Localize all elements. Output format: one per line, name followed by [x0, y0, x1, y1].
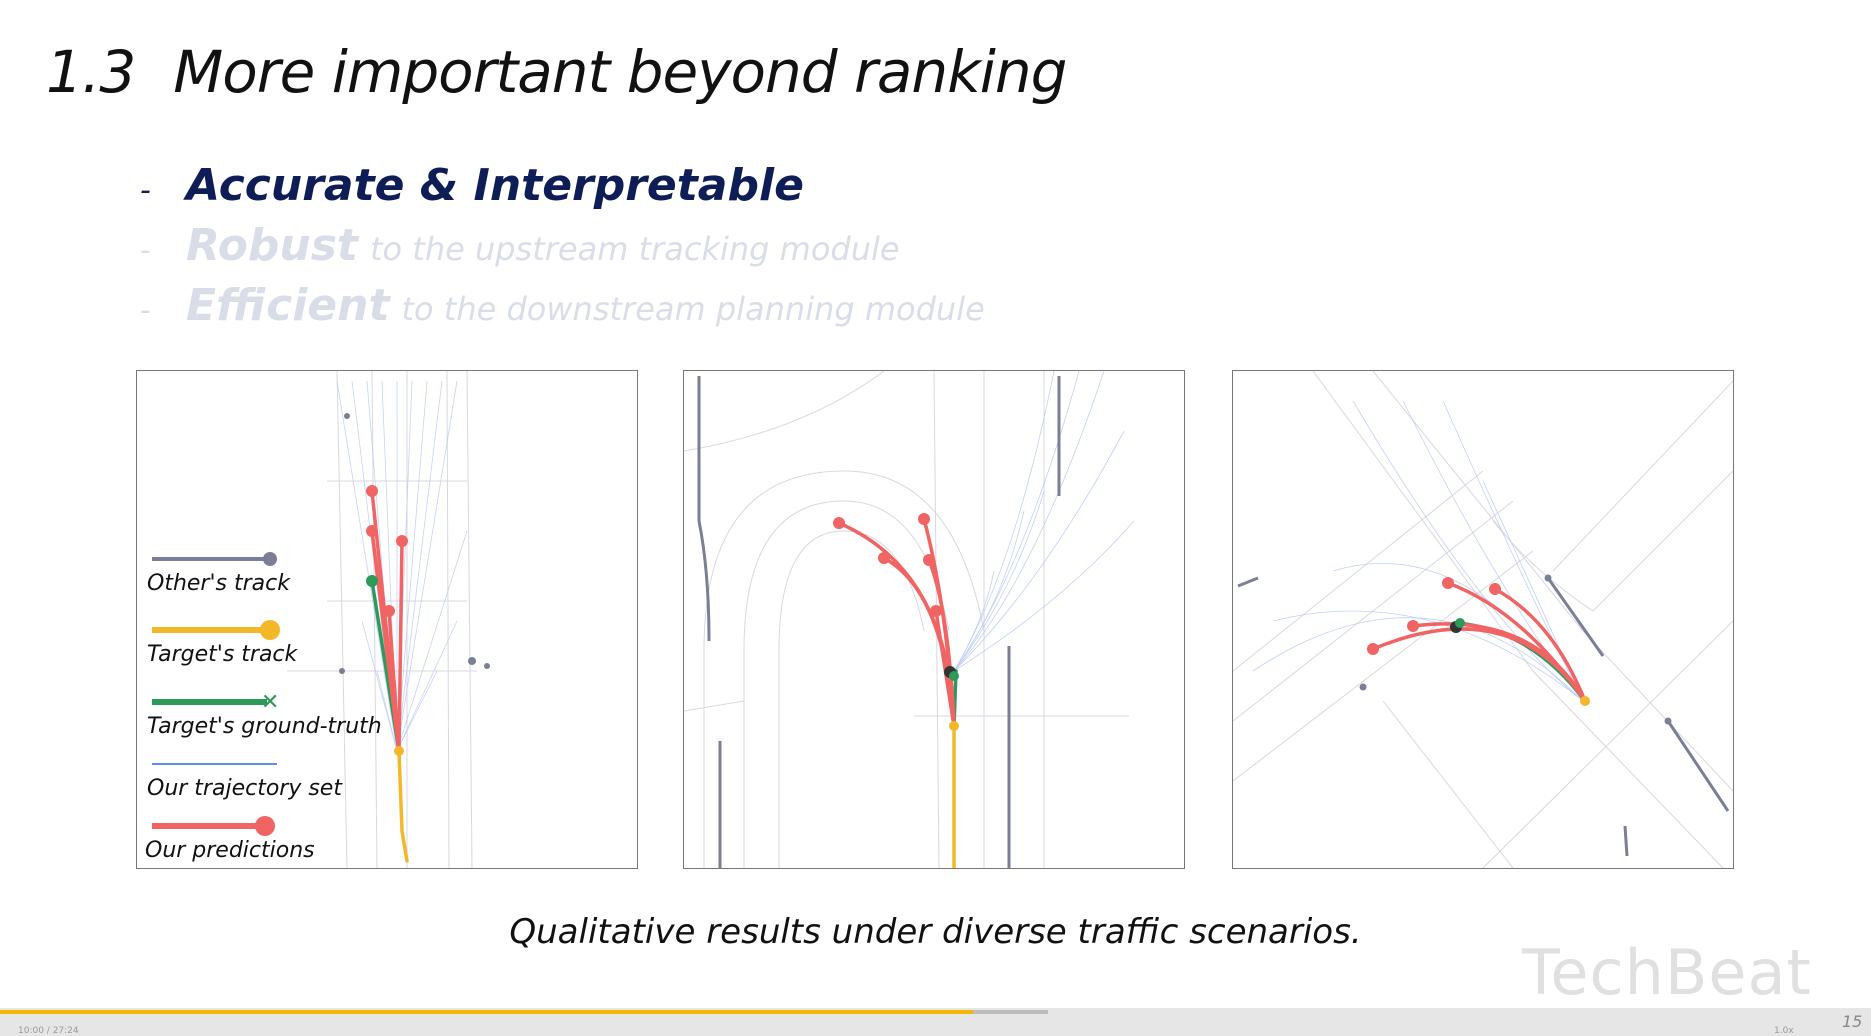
time-display: 10:00 / 27:24: [18, 1026, 79, 1036]
figure-caption: Qualitative results under diverse traffi…: [509, 912, 1362, 952]
progress-buffer: [972, 1010, 1048, 1014]
bullet-accurate: - Accurate & Interpretable: [140, 160, 985, 212]
legend: Other's track Target's track ✕ Target's …: [145, 552, 382, 863]
gt-cross-icon: ✕: [261, 690, 279, 715]
legend-our-predictions: Our predictions: [145, 838, 315, 863]
section-number: 1.3: [46, 38, 136, 106]
bullet-head: Robust: [186, 220, 358, 271]
playback-speed[interactable]: 1.0x: [1774, 1026, 1794, 1036]
title-text: More important beyond ranking: [173, 38, 1067, 106]
bullet-list: - Accurate & Interpretable - Robust to t…: [140, 160, 985, 340]
bullet-dash: -: [140, 233, 151, 268]
scenario-panel-3: [1232, 370, 1734, 869]
slide-title: 1.3 More important beyond ranking: [46, 38, 1067, 106]
bullet-robust: - Robust to the upstream tracking module: [140, 220, 985, 272]
legend-targets-track: Target's track: [147, 642, 299, 667]
bullet-head: Efficient: [186, 280, 390, 331]
scenario-panel-2: [683, 370, 1185, 869]
legend-our-trajectory-set: Our trajectory set: [147, 776, 343, 801]
scenario-map-2: [684, 371, 1135, 868]
bullet-head: Accurate & Interpretable: [186, 160, 804, 211]
bullet-tail: to the downstream planning module: [401, 290, 985, 328]
bullet-efficient: - Efficient to the downstream planning m…: [140, 280, 985, 332]
bullet-tail: to the upstream tracking module: [369, 230, 900, 268]
scenario-map-1: Other's track Target's track ✕ Target's …: [145, 371, 490, 868]
bullet-dash: -: [140, 293, 151, 328]
legend-others-track: Other's track: [147, 571, 291, 596]
slide-page-number: 15: [1842, 1012, 1863, 1031]
watermark-logo: TechBeat: [1522, 936, 1812, 1009]
legend-targets-ground-truth: Target's ground-truth: [147, 714, 382, 739]
bullet-dash: -: [140, 173, 151, 208]
progress-fill: [0, 1010, 973, 1014]
scenario-map-3: [1233, 371, 1733, 868]
scenario-panel-1: Other's track Target's track ✕ Target's …: [136, 370, 638, 869]
